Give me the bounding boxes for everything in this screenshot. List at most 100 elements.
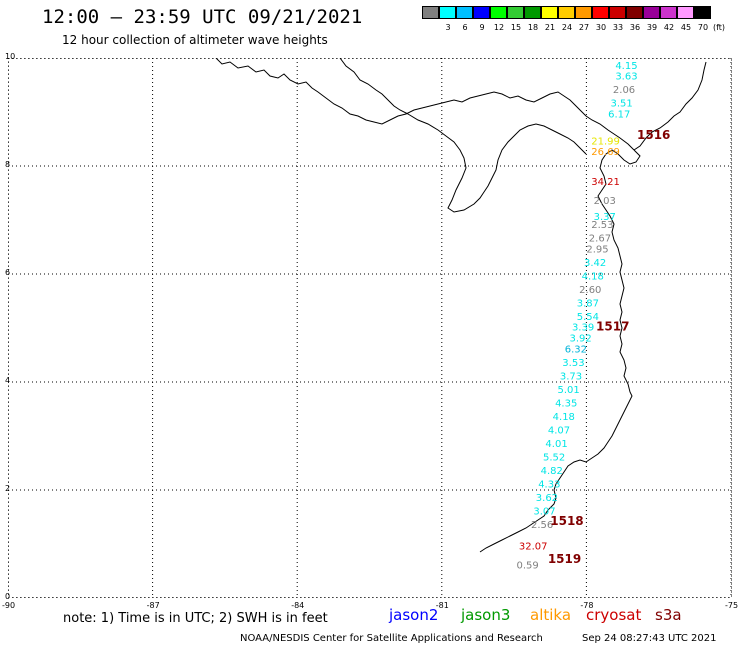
colorbar-label: 30 xyxy=(595,23,607,32)
wave-height-value: 2.67 xyxy=(589,234,611,245)
colorbar-label: 15 xyxy=(510,23,522,32)
lat-tick-label: 6 xyxy=(5,268,11,277)
colorbar-swatch xyxy=(660,6,677,19)
lat-tick-label: 8 xyxy=(5,160,11,169)
wave-height-value: 3.92 xyxy=(570,334,592,345)
wave-height-value: 5.01 xyxy=(557,385,579,396)
orbit-number-label: 1516 xyxy=(637,128,670,142)
colorbar-swatch xyxy=(592,6,609,19)
wave-height-value: 26.69 xyxy=(591,147,620,158)
colorbar-swatch xyxy=(609,6,626,19)
wave-height-value: 3.53 xyxy=(562,358,584,369)
wave-height-value: 3.51 xyxy=(611,99,633,110)
wave-height-value: 2.56 xyxy=(531,520,553,531)
map-subtitle: 12 hour collection of altimeter wave hei… xyxy=(62,33,328,47)
wave-height-value: 3.39 xyxy=(572,323,594,334)
colorbar-label: 36 xyxy=(629,23,641,32)
lat-tick-label: 4 xyxy=(5,376,11,385)
colorbar-label: 39 xyxy=(646,23,658,32)
wave-height-value: 21.99 xyxy=(591,136,620,147)
satellite-name: altika xyxy=(530,606,572,624)
lat-lon-grid xyxy=(8,58,732,598)
lon-tick-label: -87 xyxy=(146,601,160,610)
wave-height-value: 4.18 xyxy=(582,271,604,282)
colorbar-label: 27 xyxy=(578,23,590,32)
coastline xyxy=(215,58,707,553)
wave-height-value: 0.59 xyxy=(517,560,539,571)
panama-north-coast xyxy=(215,58,635,151)
wave-height-value: 3.73 xyxy=(560,371,582,382)
wave-height-value: 34.21 xyxy=(591,177,620,188)
colorbar-label: 6 xyxy=(462,23,468,32)
wave-height-value: 3.63 xyxy=(615,72,637,83)
lat-tick-label: 0 xyxy=(5,592,11,601)
wave-height-value: 6.32 xyxy=(565,344,587,355)
satellite-name: cryosat xyxy=(586,606,642,624)
satellite-name: jason3 xyxy=(461,606,511,624)
orbit-number-label: 1518 xyxy=(550,514,583,528)
orbit-number-label: 1517 xyxy=(596,320,629,334)
wave-height-value: 4.01 xyxy=(545,439,567,450)
colombia-caribbean-coast xyxy=(633,61,707,151)
map-frame xyxy=(8,58,732,598)
colorbar-swatch xyxy=(558,6,575,19)
map-title: 12:00 – 23:59 UTC 09/21/2021 xyxy=(42,6,363,28)
wave-height-value: 4.18 xyxy=(553,412,575,423)
orbit-number-label: 1519 xyxy=(548,552,581,566)
colorbar-label: 42 xyxy=(663,23,675,32)
colorbar-swatch xyxy=(490,6,507,19)
wave-height-value: 6.17 xyxy=(608,109,630,120)
lon-tick-label: -75 xyxy=(725,601,739,610)
panama-south-coast xyxy=(339,58,409,115)
wave-height-value: 3.37 xyxy=(594,212,616,223)
lon-tick-label: -84 xyxy=(291,601,305,610)
colorbar-swatch xyxy=(439,6,456,19)
lat-tick-label: 10 xyxy=(5,52,16,61)
colorbar-label: 70 xyxy=(697,23,709,32)
colorbar-swatch xyxy=(422,6,439,19)
satellite-name: s3a xyxy=(655,606,682,624)
credit-line: NOAA/NESDIS Center for Satellite Applica… xyxy=(240,633,543,644)
wave-height-value: 3.42 xyxy=(584,258,606,269)
wave-height-value: 2.95 xyxy=(586,244,608,255)
wave-height-value: 2.06 xyxy=(613,85,635,96)
colorbar-label: 33 xyxy=(612,23,624,32)
wave-height-value: 5.54 xyxy=(577,312,599,323)
colorbar-swatch xyxy=(677,6,694,19)
lat-tick-label: 2 xyxy=(5,484,11,493)
colorbar-label: 24 xyxy=(561,23,573,32)
colorbar-label: 21 xyxy=(544,23,556,32)
azuero-peninsula xyxy=(407,113,587,213)
colorbar-swatch xyxy=(541,6,558,19)
colorbar-label: 9 xyxy=(479,23,485,32)
colorbar-swatch xyxy=(524,6,541,19)
wave-height-value: 3.07 xyxy=(533,506,555,517)
wave-height-value: 32.07 xyxy=(519,541,548,552)
colorbar-swatch xyxy=(575,6,592,19)
generation-timestamp: Sep 24 08:27:43 UTC 2021 xyxy=(582,633,717,644)
wave-height-value: 4.35 xyxy=(555,398,577,409)
colorbar-label: 3 xyxy=(445,23,451,32)
wave-height-value: 2.03 xyxy=(594,196,616,207)
footer-note: note: 1) Time is in UTC; 2) SWH is in fe… xyxy=(63,611,328,626)
wave-height-value: 4.33 xyxy=(538,479,560,490)
colorbar-swatch xyxy=(456,6,473,19)
colorbar-label: 12 xyxy=(493,23,505,32)
colorbar-label: 45 xyxy=(680,23,692,32)
colorbar-swatch xyxy=(643,6,660,19)
lon-tick-label: -78 xyxy=(580,601,594,610)
wave-height-value: 5.52 xyxy=(543,452,565,463)
colorbar-unit: (ft) xyxy=(712,23,726,32)
wave-height-value: 4.15 xyxy=(615,61,637,72)
colorbar-swatch xyxy=(694,6,711,19)
wave-height-value: 2.60 xyxy=(579,285,601,296)
colorbar-label: 18 xyxy=(527,23,539,32)
wave-height-value: 3.62 xyxy=(536,493,558,504)
colombia-pacific-coast xyxy=(479,149,641,553)
wave-height-value: 4.07 xyxy=(548,425,570,436)
wave-height-value: 2.53 xyxy=(591,220,613,231)
wave-height-value: 4.82 xyxy=(541,466,563,477)
orbit-labels: 1516 1517 1518 1519 xyxy=(548,128,671,566)
